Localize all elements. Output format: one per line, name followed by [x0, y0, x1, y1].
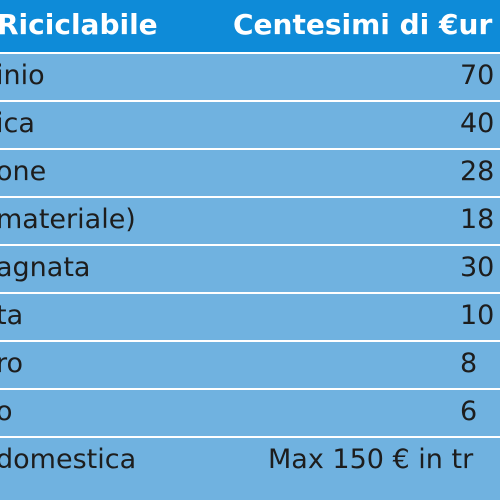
table-row: inio 70: [0, 54, 500, 100]
row-divider: [0, 292, 500, 294]
material-cell: ica: [0, 108, 35, 139]
row-divider: [0, 244, 500, 246]
header-cents: Centesimi di €ur: [233, 8, 493, 41]
material-cell: inio: [0, 60, 45, 91]
row-divider: [0, 100, 500, 102]
table-row: agnata 30: [0, 246, 500, 292]
table-row: o 6: [0, 390, 500, 436]
table-header: Riciclabile Centesimi di €ur: [0, 0, 500, 52]
row-divider: [0, 196, 500, 198]
price-cell: 70: [460, 60, 495, 91]
table-row: ro 8: [0, 342, 500, 388]
row-divider: [0, 148, 500, 150]
material-cell: ta: [0, 300, 24, 331]
table-row: domestica Max 150 € in tr: [0, 438, 500, 500]
price-cell: 28: [460, 156, 495, 187]
row-divider: [0, 388, 500, 390]
material-cell: materiale): [0, 204, 136, 235]
material-cell: agnata: [0, 252, 91, 283]
row-divider: [0, 52, 500, 54]
row-divider: [0, 436, 500, 438]
material-cell: one: [0, 156, 47, 187]
table-row: one 28: [0, 150, 500, 196]
price-cell: 10: [460, 300, 495, 331]
table-row: materiale) 18: [0, 198, 500, 244]
material-cell: o: [0, 396, 13, 427]
price-cell: 30: [460, 252, 495, 283]
header-material: Riciclabile: [0, 8, 158, 41]
row-divider: [0, 340, 500, 342]
table-row: ta 10: [0, 294, 500, 340]
price-cell: 18: [460, 204, 495, 235]
price-cell: 8: [460, 348, 478, 379]
price-cell: 6: [460, 396, 478, 427]
price-cell: Max 150 € in tr: [268, 444, 474, 475]
price-cell: 40: [460, 108, 495, 139]
table-row: ica 40: [0, 102, 500, 148]
material-cell: ro: [0, 348, 24, 379]
material-cell: domestica: [0, 444, 137, 475]
